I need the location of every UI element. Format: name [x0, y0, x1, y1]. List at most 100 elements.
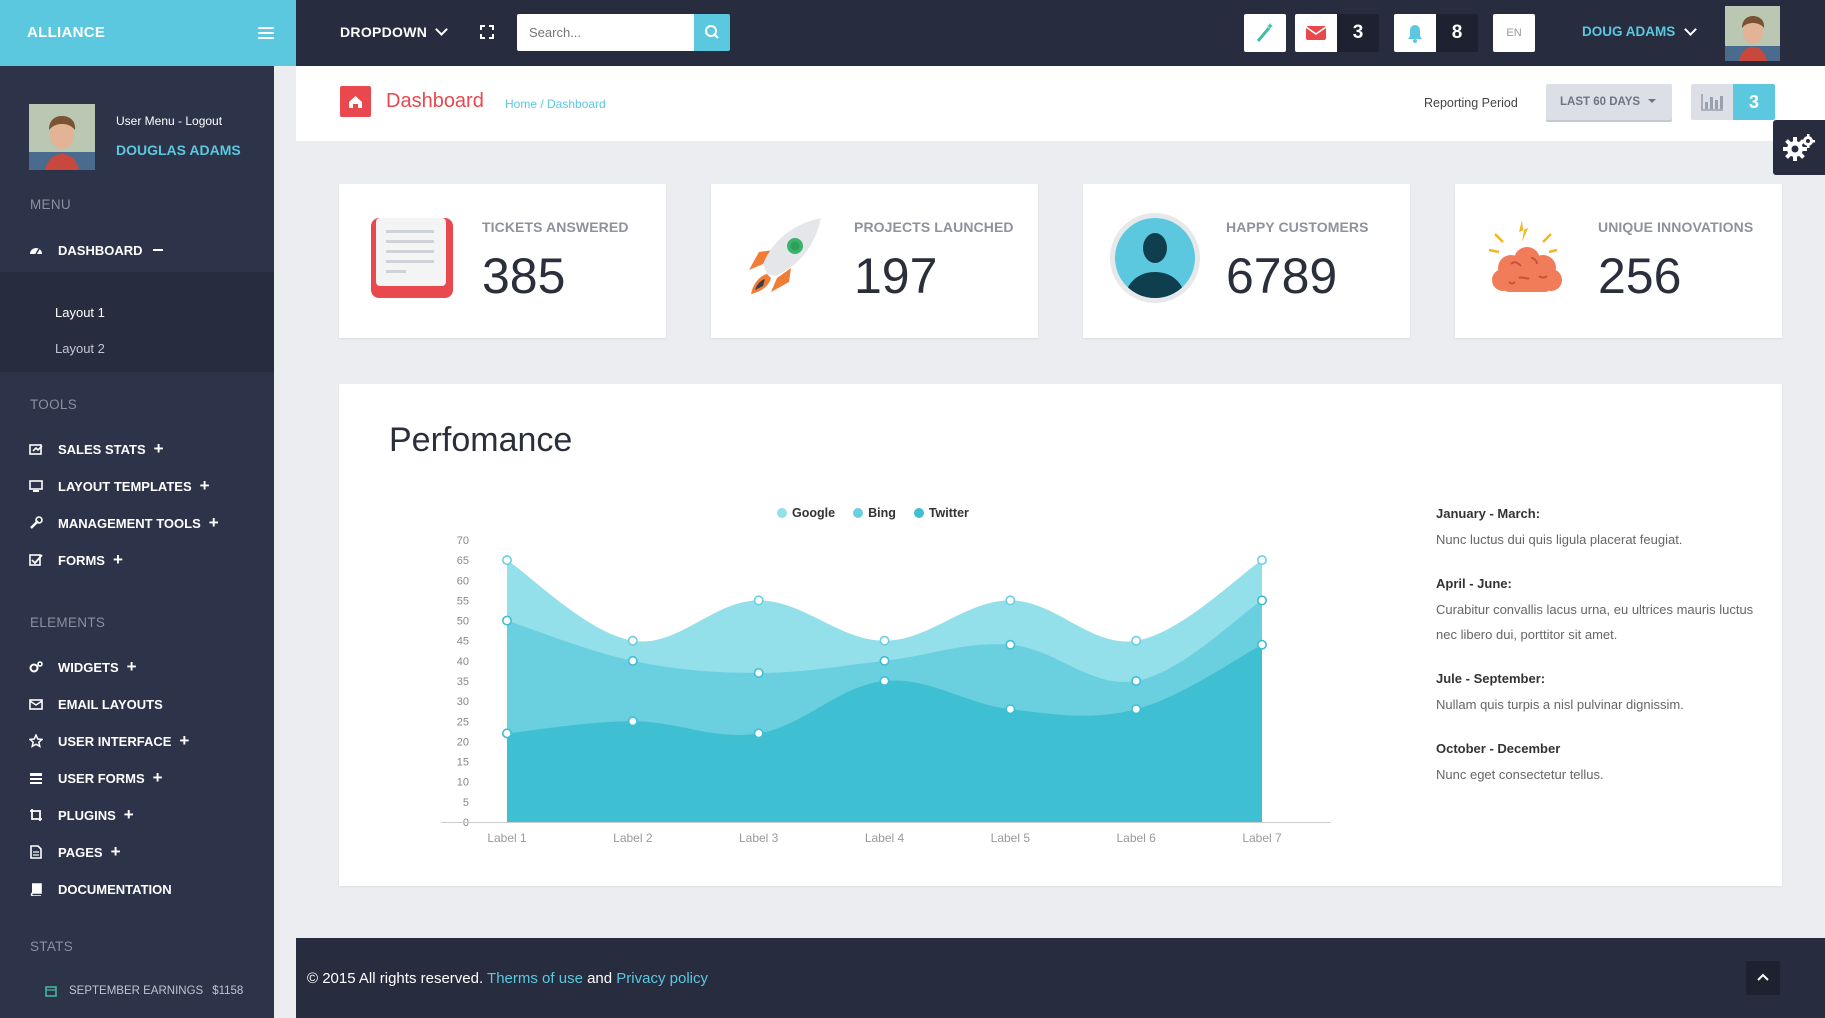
note-q3: Jule - September: Nullam quis turpis a n… — [1436, 671, 1756, 717]
chevron-down-icon[interactable] — [1684, 23, 1697, 36]
data-point[interactable] — [502, 555, 513, 566]
sidebar-subitem-layout-2[interactable]: Layout 2 — [55, 341, 105, 356]
section-tools-label: TOOLS — [30, 397, 78, 412]
notification-count-badge: 8 — [1436, 14, 1478, 52]
page-title: Dashboard — [386, 90, 484, 112]
y-tick-label: 70 — [457, 535, 469, 547]
note-q2: April - June: Curabitur convallis lacus … — [1436, 576, 1756, 647]
data-point[interactable] — [1131, 704, 1142, 715]
reporting-period-select[interactable]: LAST 60 DAYS — [1546, 84, 1672, 120]
mail-button[interactable] — [1295, 14, 1337, 52]
caret-down-icon — [1648, 99, 1657, 103]
legend-item-bing[interactable]: Bing — [853, 506, 896, 520]
legend-item-google[interactable]: Google — [777, 506, 835, 520]
scroll-to-top-button[interactable] — [1746, 961, 1780, 995]
note-text: Nunc eget consectetur tellus. — [1436, 767, 1604, 782]
data-point[interactable] — [879, 675, 890, 686]
sidebar-item-user-interface[interactable]: USER INTERFACE + — [29, 732, 189, 750]
top-user-name[interactable]: DOUG ADAMS — [1582, 24, 1676, 39]
data-point[interactable] — [502, 615, 513, 626]
privacy-link[interactable]: Privacy policy — [616, 970, 708, 987]
plus-icon: + — [179, 731, 190, 750]
top-bar: ALLIANCE DROPDOWN 3 8 EN DOUG AD — [0, 0, 1825, 66]
data-point[interactable] — [753, 667, 764, 678]
brand-title[interactable]: ALLIANCE — [27, 24, 106, 41]
bell-icon — [1408, 25, 1422, 43]
data-point[interactable] — [1131, 675, 1142, 686]
language-button[interactable]: EN — [1493, 14, 1535, 52]
data-point[interactable] — [1131, 635, 1142, 646]
user-menu-logout-link[interactable]: User Menu - Logout — [116, 114, 223, 128]
legend-swatch — [853, 508, 864, 518]
search-button[interactable] — [694, 14, 730, 51]
data-point[interactable] — [627, 635, 638, 646]
y-tick-label: 30 — [457, 696, 469, 708]
sidebar-item-management-tools[interactable]: MANAGEMENT TOOLS + — [29, 514, 219, 532]
performance-panel: Perfomance Google Bing Twitter 051015202… — [339, 384, 1782, 886]
sidebar-item-documentation[interactable]: DOCUMENTATION — [29, 880, 172, 898]
sidebar-item-widgets[interactable]: WIDGETS + — [29, 658, 137, 676]
y-tick-label: 5 — [463, 797, 469, 809]
notifications-button[interactable] — [1394, 14, 1436, 52]
avatar[interactable] — [1725, 6, 1780, 61]
legend-item-twitter[interactable]: Twitter — [913, 506, 969, 520]
data-point[interactable] — [1256, 639, 1267, 650]
note-heading: October - December — [1436, 741, 1561, 756]
envelope-icon — [1305, 26, 1327, 40]
sidebar-item-email-layouts[interactable]: EMAIL LAYOUTS — [29, 695, 163, 713]
cogs-icon — [29, 661, 43, 673]
top-dropdown[interactable]: DROPDOWN — [340, 23, 449, 40]
data-point[interactable] — [1005, 639, 1016, 650]
sidebar-item-layout-templates[interactable]: LAYOUT TEMPLATES + — [29, 477, 210, 495]
sidebar-item-user-forms[interactable]: USER FORMS + — [29, 769, 163, 787]
y-tick-label: 10 — [457, 777, 469, 789]
y-tick-label: 25 — [457, 716, 469, 728]
sidebar-item-pages[interactable]: PAGES + — [29, 843, 121, 861]
gears-icon — [1783, 134, 1815, 161]
data-point[interactable] — [1256, 595, 1267, 606]
sidebar-item-sales-stats[interactable]: SALES STATS + — [29, 440, 164, 458]
magic-wand-button[interactable] — [1244, 14, 1286, 52]
note-text: Curabitur convallis lacus urna, eu ultri… — [1436, 602, 1754, 642]
data-point[interactable] — [753, 595, 764, 606]
data-point[interactable] — [1005, 595, 1016, 606]
data-point[interactable] — [1005, 704, 1016, 715]
stat-card-tickets: TICKETS ANSWERED 385 — [339, 184, 666, 338]
data-point[interactable] — [627, 716, 638, 727]
data-point[interactable] — [627, 655, 638, 666]
breadcrumb[interactable]: Home / Dashboard — [505, 97, 606, 111]
settings-panel-toggle[interactable] — [1773, 120, 1825, 175]
note-q1: January - March: Nunc luctus dui quis li… — [1436, 506, 1756, 552]
data-point[interactable] — [753, 728, 764, 739]
y-tick-label: 40 — [457, 656, 469, 668]
sidebar-item-dashboard[interactable]: DASHBOARD — [29, 241, 163, 259]
sidebar-item-label: WIDGETS — [58, 659, 119, 675]
y-tick-label: 45 — [457, 636, 469, 648]
sidebar-item-forms[interactable]: FORMS + — [29, 551, 123, 569]
data-point[interactable] — [879, 655, 890, 666]
stat-card-customers: HAPPY CUSTOMERS 6789 — [1083, 184, 1410, 338]
stat-card-projects: PROJECTS LAUNCHED 197 — [711, 184, 1038, 338]
terms-link[interactable]: Therms of use — [487, 970, 583, 987]
plus-icon: + — [123, 805, 134, 824]
checkbox-icon — [29, 554, 43, 566]
fullscreen-icon[interactable] — [480, 25, 494, 39]
stat-value: 385 — [482, 248, 566, 304]
sidebar: User Menu - Logout DOUGLAS ADAMS MENU DA… — [0, 66, 274, 1018]
hamburger-menu-icon[interactable] — [258, 27, 274, 39]
performance-area-chart: 0510152025303540455055606570Label 1Label… — [441, 535, 1331, 845]
chart-view-button[interactable] — [1691, 84, 1733, 120]
legend-label: Google — [792, 506, 836, 520]
sidebar-item-plugins[interactable]: PLUGINS + — [29, 806, 134, 824]
data-point[interactable] — [502, 728, 513, 739]
star-icon — [29, 734, 43, 748]
note-heading: Jule - September: — [1436, 671, 1546, 686]
sidebar-subitem-layout-1[interactable]: Layout 1 — [55, 305, 105, 320]
data-point[interactable] — [1256, 555, 1267, 566]
section-elements-label: ELEMENTS — [30, 615, 106, 630]
search-input[interactable] — [517, 14, 694, 51]
avatar[interactable] — [29, 104, 95, 170]
calendar-icon — [45, 986, 57, 997]
data-point[interactable] — [879, 635, 890, 646]
rocket-icon — [749, 218, 821, 294]
